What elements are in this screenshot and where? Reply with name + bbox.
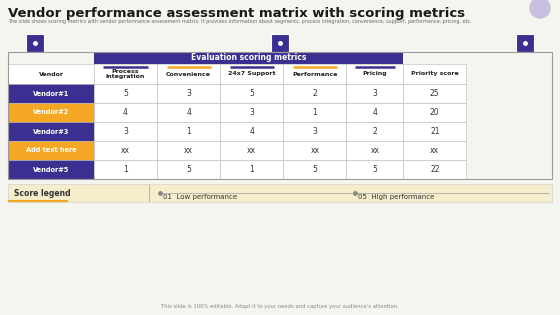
Text: 5: 5 [249,89,254,98]
Text: Score legend: Score legend [14,188,71,198]
FancyBboxPatch shape [8,184,552,202]
Text: Vendor#3: Vendor#3 [33,129,69,135]
FancyBboxPatch shape [220,141,283,160]
Text: xx: xx [370,146,380,155]
Text: Process
integration: Process integration [106,69,145,79]
Text: 5: 5 [372,165,377,174]
FancyBboxPatch shape [94,84,157,103]
FancyBboxPatch shape [220,122,283,141]
Text: Add text here: Add text here [26,147,76,153]
FancyBboxPatch shape [94,64,157,84]
FancyBboxPatch shape [157,160,220,179]
Text: 4: 4 [372,108,377,117]
FancyBboxPatch shape [271,34,289,52]
FancyBboxPatch shape [404,160,466,179]
Text: 1: 1 [249,165,254,174]
FancyBboxPatch shape [404,84,466,103]
Text: 1: 1 [123,165,128,174]
Text: 3: 3 [123,127,128,136]
Text: 1: 1 [186,127,191,136]
FancyBboxPatch shape [94,122,157,141]
Text: 01  Low performance: 01 Low performance [164,194,237,201]
FancyBboxPatch shape [157,122,220,141]
FancyBboxPatch shape [94,160,157,179]
Text: 5: 5 [312,165,318,174]
Text: 1: 1 [312,108,317,117]
FancyBboxPatch shape [347,141,404,160]
FancyBboxPatch shape [347,122,404,141]
FancyBboxPatch shape [157,84,220,103]
Text: 4: 4 [186,108,191,117]
Text: xx: xx [247,146,256,155]
Text: 5: 5 [186,165,191,174]
FancyBboxPatch shape [347,103,404,122]
Text: 4: 4 [249,127,254,136]
Text: xx: xx [310,146,319,155]
Text: xx: xx [184,146,193,155]
Text: 22: 22 [430,165,440,174]
FancyBboxPatch shape [404,64,466,84]
FancyBboxPatch shape [157,64,220,84]
Text: Performance: Performance [292,72,338,77]
FancyBboxPatch shape [94,141,157,160]
Text: 2: 2 [372,127,377,136]
Text: Vendor: Vendor [39,72,63,77]
Text: 3: 3 [249,108,254,117]
FancyBboxPatch shape [404,122,466,141]
FancyBboxPatch shape [283,122,347,141]
FancyBboxPatch shape [26,34,44,52]
FancyBboxPatch shape [283,103,347,122]
FancyBboxPatch shape [283,84,347,103]
FancyBboxPatch shape [8,122,94,141]
Text: Evaluation scoring metrics: Evaluation scoring metrics [191,54,306,62]
Text: Convenience: Convenience [166,72,211,77]
FancyBboxPatch shape [283,64,347,84]
Text: 3: 3 [372,89,377,98]
FancyBboxPatch shape [220,103,283,122]
Text: 24x7 Support: 24x7 Support [228,72,276,77]
FancyBboxPatch shape [516,34,534,52]
FancyBboxPatch shape [283,160,347,179]
Text: 4: 4 [123,108,128,117]
Text: xx: xx [121,146,130,155]
FancyBboxPatch shape [94,52,404,64]
Text: Priority score: Priority score [411,72,459,77]
FancyBboxPatch shape [8,64,94,84]
Text: 20: 20 [430,108,440,117]
Text: Vendor#2: Vendor#2 [33,110,69,116]
Text: Vendor performance assessment matrix with scoring metrics: Vendor performance assessment matrix wit… [8,7,465,20]
FancyBboxPatch shape [347,84,404,103]
Text: Pricing: Pricing [363,72,388,77]
Text: Vendor#1: Vendor#1 [33,90,69,96]
FancyBboxPatch shape [8,160,94,179]
Text: 2: 2 [312,89,317,98]
FancyBboxPatch shape [404,141,466,160]
Text: 25: 25 [430,89,440,98]
Text: This slide is 100% editable. Adapt it to your needs and capture your audience’s : This slide is 100% editable. Adapt it to… [161,304,399,309]
FancyBboxPatch shape [157,141,220,160]
Text: The slide shows scoring metrics with vendor performance assessment matrix. It pr: The slide shows scoring metrics with ven… [8,19,472,24]
FancyBboxPatch shape [404,103,466,122]
FancyBboxPatch shape [94,103,157,122]
FancyBboxPatch shape [347,64,404,84]
FancyBboxPatch shape [8,103,94,122]
FancyBboxPatch shape [8,141,94,160]
FancyBboxPatch shape [220,160,283,179]
FancyBboxPatch shape [157,103,220,122]
FancyBboxPatch shape [283,141,347,160]
Text: 21: 21 [430,127,440,136]
FancyBboxPatch shape [347,160,404,179]
FancyBboxPatch shape [8,84,94,103]
Text: 3: 3 [312,127,318,136]
Text: 3: 3 [186,89,191,98]
Text: 5: 5 [123,89,128,98]
FancyBboxPatch shape [220,64,283,84]
Text: Vendor#5: Vendor#5 [33,167,69,173]
FancyBboxPatch shape [220,84,283,103]
Text: 05  High performance: 05 High performance [358,194,434,201]
Circle shape [530,0,550,18]
Text: xx: xx [430,146,439,155]
